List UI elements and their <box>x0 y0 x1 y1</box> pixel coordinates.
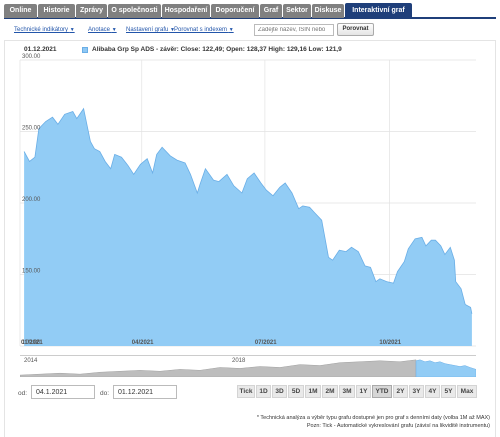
y-tick-label: 150.00 <box>22 269 41 275</box>
chart-date: 01.12.2021 <box>24 46 57 53</box>
tab-diskuse[interactable]: Diskuse <box>312 4 344 18</box>
range-4y-button[interactable]: 4Y <box>425 385 440 398</box>
navigator-history <box>20 359 417 377</box>
technical-indicators-menu[interactable]: Technické indikátory ▼ <box>14 27 75 33</box>
range-max-button[interactable]: Max <box>457 385 477 398</box>
range-2m-button[interactable]: 2M <box>322 385 338 398</box>
compare-search-input[interactable] <box>254 24 334 36</box>
range-1y-button[interactable]: 1Y <box>356 385 371 398</box>
from-date-input[interactable] <box>31 385 95 399</box>
range-1m-button[interactable]: 1M <box>305 385 321 398</box>
legend-swatch <box>82 47 88 53</box>
navigator-year-2018: 2018 <box>232 358 246 364</box>
y-tick-label: 250.00 <box>22 126 41 132</box>
tab-bar: Online Historie Zprávy O společnosti Hos… <box>4 3 496 19</box>
from-label: od: <box>18 390 28 397</box>
x-tick-label: 01/2021 <box>21 340 43 346</box>
chevron-down-icon: ▼ <box>111 27 117 33</box>
y-tick-label: 200.00 <box>22 197 41 203</box>
tab-o-spolecnosti[interactable]: O společnosti <box>108 4 161 18</box>
tab-online[interactable]: Online <box>4 4 37 18</box>
x-axis: 01/2021 04/2021 07/2021 10/2021 <box>21 340 402 346</box>
x-tick-label: 10/2021 <box>379 340 401 346</box>
chevron-down-icon: ▼ <box>69 27 75 33</box>
x-tick-label: 04/2021 <box>132 340 154 346</box>
tab-hospodareni[interactable]: Hospodaření <box>162 4 210 18</box>
chart-settings-menu[interactable]: Nastavení grafu ▼ <box>126 27 175 33</box>
tab-graf[interactable]: Graf <box>260 4 282 18</box>
range-2y-button[interactable]: 2Y <box>393 385 408 398</box>
price-area <box>24 108 472 346</box>
annotations-menu[interactable]: Anotace ▼ <box>88 27 117 33</box>
compare-index-menu[interactable]: Porovnat s indexem ▼ <box>174 27 234 33</box>
y-tick-label: 300.00 <box>22 54 41 60</box>
range-3m-button[interactable]: 3M <box>339 385 355 398</box>
range-5y-button[interactable]: 5Y <box>441 385 456 398</box>
y-axis: 300.00 250.00 200.00 150.00 100.00 <box>22 54 41 346</box>
chart-panel <box>4 40 496 437</box>
navigator[interactable] <box>20 355 476 377</box>
range-5d-button[interactable]: 5D <box>288 385 304 398</box>
compare-button[interactable]: Porovnat <box>337 23 374 36</box>
tab-doporuceni[interactable]: Doporučení <box>211 4 259 18</box>
range-1d-button[interactable]: 1D <box>256 385 271 398</box>
price-line <box>23 107 473 314</box>
range-3y-button[interactable]: 3Y <box>409 385 424 398</box>
tab-historie[interactable]: Historie <box>38 4 75 18</box>
to-label: do: <box>100 390 110 397</box>
range-ytd-button[interactable]: YTD <box>372 385 392 398</box>
x-tick-label: 07/2021 <box>255 340 277 346</box>
range-tick-button[interactable]: Tick <box>237 385 255 398</box>
range-3d-button[interactable]: 3D <box>272 385 287 398</box>
chevron-down-icon: ▼ <box>170 27 175 33</box>
y-tick-label: 100.00 <box>22 340 41 346</box>
navigator-selected-range[interactable] <box>415 359 476 377</box>
tab-interaktivni-graf[interactable]: Interaktivní graf <box>345 3 412 19</box>
navigator-year-2014: 2014 <box>24 358 38 364</box>
price-series <box>23 107 473 346</box>
footnote-technical: * Technická analýza a výběr typu grafu d… <box>256 415 490 421</box>
footnote-tick: Pozn: Tick - Automatické vykreslování gr… <box>306 423 490 429</box>
tab-zpravy[interactable]: Zprávy <box>76 4 107 18</box>
legend-text: Alibaba Grp Sp ADS - závěr: Close: 122,4… <box>92 46 342 53</box>
chevron-down-icon: ▼ <box>228 27 234 33</box>
to-date-input[interactable] <box>113 385 177 399</box>
tab-sektor[interactable]: Sektor <box>283 4 311 18</box>
